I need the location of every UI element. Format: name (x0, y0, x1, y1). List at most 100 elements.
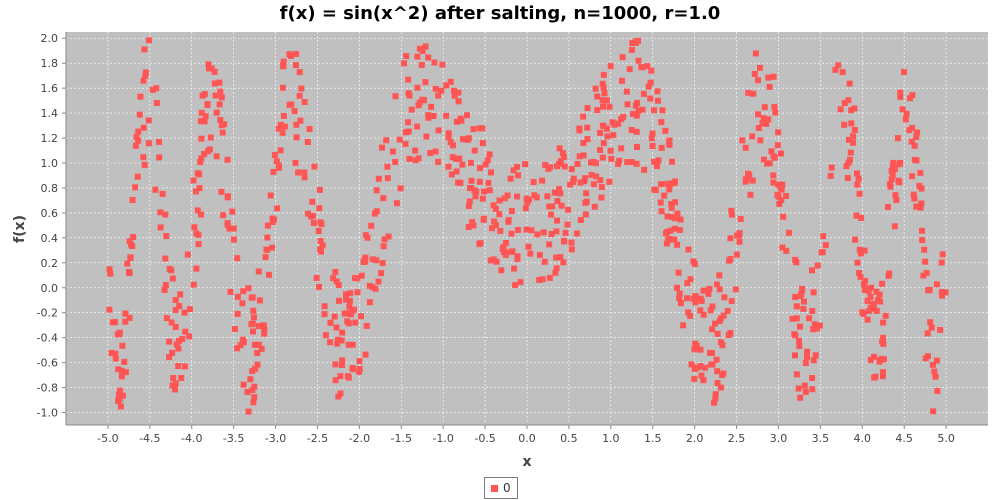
data-point (873, 307, 880, 314)
data-point (197, 159, 204, 166)
data-point (618, 116, 625, 123)
data-point (317, 238, 324, 244)
data-point (269, 244, 276, 251)
data-point (674, 210, 681, 217)
data-point (549, 203, 556, 210)
data-point (880, 340, 887, 347)
data-point (422, 79, 429, 86)
data-point (644, 63, 651, 70)
data-point (250, 307, 257, 314)
data-point (510, 167, 517, 174)
data-point (198, 109, 205, 116)
data-point (330, 275, 337, 282)
data-point (471, 147, 478, 154)
data-point (106, 306, 113, 313)
data-point (142, 72, 149, 79)
data-point (397, 185, 404, 192)
data-point (684, 280, 691, 287)
data-point (628, 159, 635, 165)
data-point (352, 319, 359, 326)
data-point (892, 166, 898, 172)
data-point (797, 394, 804, 401)
data-point (771, 154, 778, 161)
data-point (451, 92, 458, 99)
data-point (140, 77, 147, 84)
data-point (172, 386, 178, 393)
data-point (335, 282, 342, 288)
data-point (658, 119, 665, 126)
data-point (435, 158, 442, 165)
data-point (207, 134, 214, 141)
data-point (854, 170, 860, 177)
data-point (296, 69, 303, 76)
data-point (747, 191, 754, 198)
data-point (779, 244, 786, 251)
data-point (560, 154, 567, 160)
data-point (186, 306, 193, 313)
data-point (845, 97, 852, 104)
data-point (212, 92, 219, 99)
data-point (261, 322, 267, 329)
data-point (296, 92, 303, 99)
data-point (118, 373, 125, 380)
data-point (793, 303, 800, 310)
data-point (274, 205, 281, 212)
data-point (647, 79, 654, 86)
data-point (363, 322, 370, 329)
data-point (914, 129, 921, 136)
data-point (850, 133, 856, 140)
data-point (633, 128, 640, 135)
data-point (536, 277, 543, 283)
data-point (372, 285, 379, 292)
data-point (262, 254, 269, 261)
data-point (118, 367, 125, 374)
data-point (556, 186, 562, 193)
data-point (876, 291, 883, 298)
data-point (845, 159, 852, 166)
data-point (396, 136, 403, 143)
data-point (880, 334, 887, 341)
x-tick-label: -5.0 (97, 432, 118, 445)
data-point (687, 276, 694, 283)
data-point (195, 241, 202, 248)
data-point (939, 251, 946, 258)
data-point (698, 298, 705, 304)
data-point (546, 274, 553, 281)
data-point (304, 139, 311, 145)
data-point (229, 208, 236, 215)
data-point (584, 105, 591, 112)
data-point (728, 298, 735, 305)
data-point (327, 319, 334, 326)
data-point (344, 310, 351, 317)
data-point (432, 148, 439, 155)
data-point (332, 377, 339, 384)
data-point (491, 218, 498, 225)
data-point (668, 180, 675, 187)
data-point (852, 236, 859, 243)
data-point (546, 241, 553, 248)
data-point (733, 251, 740, 258)
data-point (727, 235, 734, 242)
data-point (911, 195, 918, 202)
data-point (156, 154, 163, 161)
data-point (590, 181, 597, 188)
data-point (216, 79, 223, 86)
data-point (732, 286, 739, 293)
data-point (508, 230, 515, 237)
data-point (658, 144, 665, 151)
data-point (588, 171, 595, 178)
data-point (542, 162, 549, 168)
data-point (697, 307, 704, 314)
data-point (561, 163, 568, 170)
data-point (846, 136, 852, 143)
data-point (347, 311, 354, 318)
data-point (369, 284, 376, 291)
data-point (469, 219, 476, 226)
data-point (685, 309, 692, 316)
data-point (544, 193, 551, 200)
data-point (453, 168, 460, 175)
data-point (610, 132, 617, 139)
data-point (855, 175, 862, 182)
data-point (332, 269, 339, 275)
data-point (828, 164, 835, 171)
